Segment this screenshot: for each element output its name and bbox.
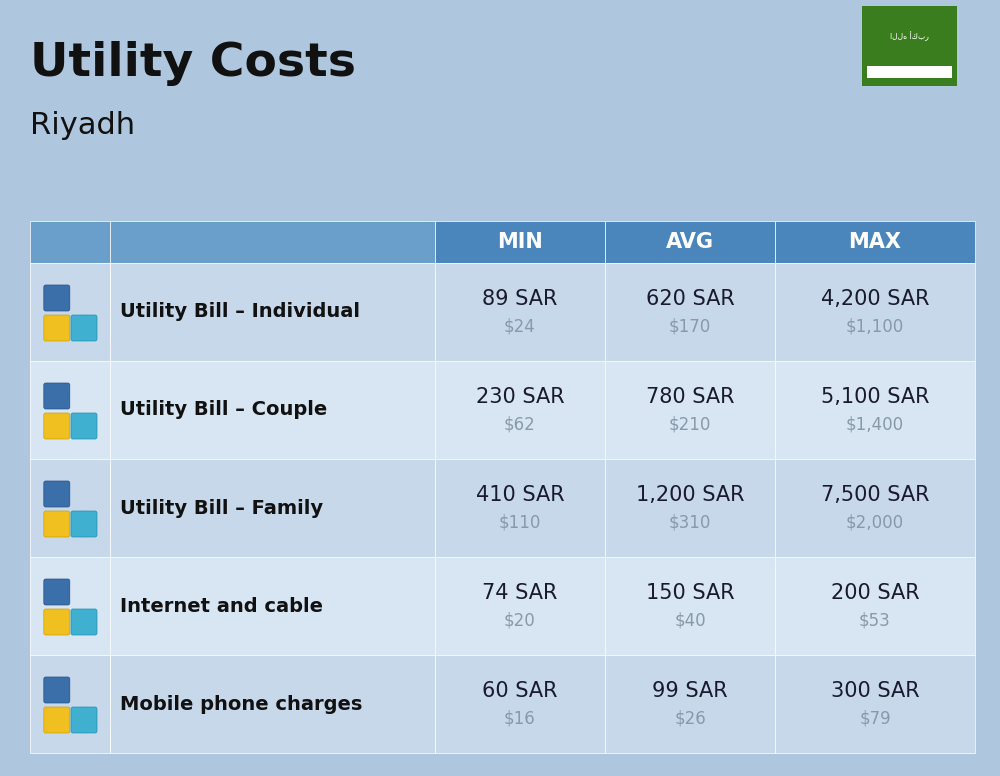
Bar	[110, 655, 435, 753]
Bar	[435, 557, 605, 655]
Text: 60 SAR: 60 SAR	[482, 681, 558, 701]
Bar	[605, 221, 775, 263]
Bar	[605, 361, 775, 459]
Bar	[775, 459, 975, 557]
Text: $1,400: $1,400	[846, 416, 904, 434]
FancyBboxPatch shape	[44, 383, 70, 409]
Text: AVG: AVG	[666, 232, 714, 252]
Text: $110: $110	[499, 514, 541, 532]
Text: $24: $24	[504, 318, 536, 336]
Bar	[862, 6, 957, 86]
Text: $310: $310	[669, 514, 711, 532]
Bar	[775, 263, 975, 361]
Bar	[110, 263, 435, 361]
Bar	[435, 263, 605, 361]
FancyBboxPatch shape	[71, 609, 97, 635]
FancyBboxPatch shape	[71, 707, 97, 733]
Text: 780 SAR: 780 SAR	[646, 387, 734, 407]
FancyBboxPatch shape	[44, 413, 70, 439]
Text: Utility Bill – Family: Utility Bill – Family	[120, 498, 323, 518]
Text: Riyadh: Riyadh	[30, 111, 135, 140]
Bar	[605, 459, 775, 557]
Bar	[435, 361, 605, 459]
Text: $53: $53	[859, 612, 891, 630]
Bar	[605, 655, 775, 753]
FancyBboxPatch shape	[44, 481, 70, 507]
Text: MIN: MIN	[497, 232, 543, 252]
Text: 4,200 SAR: 4,200 SAR	[821, 289, 929, 309]
Text: Utility Costs: Utility Costs	[30, 41, 356, 86]
Text: $20: $20	[504, 612, 536, 630]
Text: 300 SAR: 300 SAR	[831, 681, 919, 701]
Bar	[435, 655, 605, 753]
Text: Utility Bill – Individual: Utility Bill – Individual	[120, 303, 360, 321]
Bar	[30, 459, 110, 557]
Bar	[110, 459, 435, 557]
FancyBboxPatch shape	[71, 315, 97, 341]
Text: MAX: MAX	[848, 232, 902, 252]
Bar	[110, 557, 435, 655]
Text: 74 SAR: 74 SAR	[482, 583, 558, 603]
Text: الله أكبر: الله أكبر	[890, 32, 929, 41]
Text: $1,100: $1,100	[846, 318, 904, 336]
Bar	[30, 655, 110, 753]
Bar	[30, 557, 110, 655]
Bar	[30, 221, 110, 263]
FancyBboxPatch shape	[44, 677, 70, 703]
Bar	[605, 263, 775, 361]
Bar	[775, 221, 975, 263]
Bar	[435, 459, 605, 557]
Bar	[30, 361, 110, 459]
Text: 200 SAR: 200 SAR	[831, 583, 919, 603]
Text: 7,500 SAR: 7,500 SAR	[821, 485, 929, 505]
Text: 89 SAR: 89 SAR	[482, 289, 558, 309]
Text: $16: $16	[504, 710, 536, 728]
Text: Internet and cable: Internet and cable	[120, 597, 323, 615]
Text: Mobile phone charges: Mobile phone charges	[120, 695, 362, 713]
Text: $2,000: $2,000	[846, 514, 904, 532]
Bar	[867, 66, 952, 78]
Text: 150 SAR: 150 SAR	[646, 583, 734, 603]
Bar	[775, 655, 975, 753]
Text: $40: $40	[674, 612, 706, 630]
Text: $170: $170	[669, 318, 711, 336]
FancyBboxPatch shape	[71, 511, 97, 537]
Bar	[110, 221, 435, 263]
Text: $62: $62	[504, 416, 536, 434]
Bar	[110, 361, 435, 459]
Text: Utility Bill – Couple: Utility Bill – Couple	[120, 400, 327, 420]
FancyBboxPatch shape	[44, 315, 70, 341]
Text: $26: $26	[674, 710, 706, 728]
Bar	[435, 221, 605, 263]
Text: 5,100 SAR: 5,100 SAR	[821, 387, 929, 407]
Text: 410 SAR: 410 SAR	[476, 485, 564, 505]
FancyBboxPatch shape	[44, 511, 70, 537]
Text: 230 SAR: 230 SAR	[476, 387, 564, 407]
Bar	[775, 361, 975, 459]
Text: $79: $79	[859, 710, 891, 728]
FancyBboxPatch shape	[44, 579, 70, 605]
Bar	[775, 557, 975, 655]
Text: 620 SAR: 620 SAR	[646, 289, 734, 309]
FancyBboxPatch shape	[44, 285, 70, 311]
Text: $210: $210	[669, 416, 711, 434]
Bar	[605, 557, 775, 655]
Text: 1,200 SAR: 1,200 SAR	[636, 485, 744, 505]
Text: 99 SAR: 99 SAR	[652, 681, 728, 701]
FancyBboxPatch shape	[71, 413, 97, 439]
FancyBboxPatch shape	[44, 609, 70, 635]
Bar	[30, 263, 110, 361]
FancyBboxPatch shape	[44, 707, 70, 733]
